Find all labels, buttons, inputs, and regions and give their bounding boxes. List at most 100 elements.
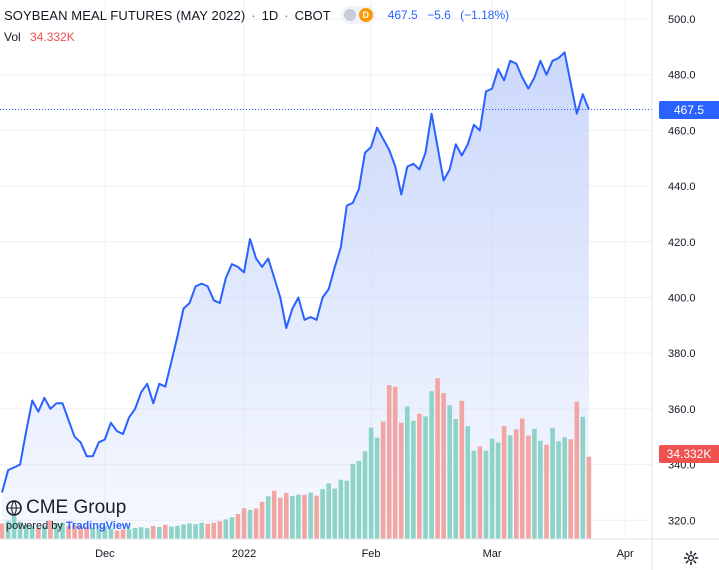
volume-bar: [501, 426, 507, 539]
y-tick-label: 440.0: [668, 181, 696, 193]
volume-bar: [90, 528, 96, 539]
volume-bar: [150, 526, 156, 539]
quote-summary: 467.5 −5.6 (−1.18%): [388, 8, 515, 22]
volume-bar: [84, 526, 89, 539]
volume-bar: [392, 386, 398, 539]
volume-bar: [132, 528, 138, 539]
volume-bar: [241, 508, 247, 539]
volume-bar: [181, 524, 186, 539]
x-tick-label: Dec: [95, 548, 115, 560]
volume-bar: [580, 416, 586, 539]
volume-bar: [308, 492, 313, 539]
volume-bar: [447, 405, 452, 539]
volume-bar: [574, 401, 580, 539]
volume-bar: [163, 524, 168, 539]
volume-bar: [42, 525, 47, 539]
volume-bar: [556, 441, 561, 539]
market-status-badge[interactable]: D: [340, 6, 376, 24]
volume-bar: [320, 489, 325, 539]
time-axis: [0, 539, 719, 570]
volume-label[interactable]: Vol: [4, 30, 21, 44]
volume-bar: [157, 527, 162, 539]
exchange-label: CBOT: [294, 7, 331, 23]
y-tick-label: 360.0: [668, 404, 696, 416]
volume-bar: [380, 421, 386, 539]
x-tick-label: Mar: [483, 548, 502, 560]
settings-gear-icon[interactable]: [683, 550, 699, 566]
volume-bar: [520, 418, 525, 539]
volume-bar: [477, 446, 483, 539]
volume-bar: [48, 520, 53, 539]
volume-bar: [29, 526, 35, 539]
volume-bar: [120, 529, 126, 539]
volume-bar: [66, 525, 71, 539]
volume-bar: [562, 437, 567, 539]
y-tick-label: 400.0: [668, 293, 696, 305]
volume-bar: [374, 437, 380, 539]
volume-bar: [514, 429, 519, 539]
volume-bar: [284, 492, 289, 539]
volume-bar: [435, 378, 440, 539]
volume-bar: [399, 422, 404, 539]
volume-bar: [507, 435, 513, 539]
platform-name: TradingView: [65, 520, 131, 532]
volume-bar: [338, 479, 344, 539]
volume-bar: [23, 524, 29, 539]
last-price: 467.5: [387, 8, 418, 22]
price-axis: [652, 0, 719, 570]
volume-bar: [290, 496, 295, 539]
volume-bar: [326, 483, 331, 539]
volume-bar: [199, 522, 204, 539]
volume-bar: [247, 510, 253, 539]
volume-bar: [423, 416, 428, 539]
volume-bar: [350, 463, 356, 539]
volume-bar: [253, 508, 259, 539]
volume-bar: [193, 524, 198, 539]
volume-bar: [483, 450, 489, 539]
volume-bar: [532, 428, 537, 539]
symbol-title[interactable]: SOYBEAN MEAL FUTURES (MAY 2022): [4, 7, 246, 23]
price-line: [1, 51, 590, 493]
volume-bar: [229, 517, 235, 539]
volume-bar: [205, 523, 210, 539]
volume-bar: [108, 528, 114, 539]
volume-bar: [526, 435, 531, 539]
volume-bar: [550, 427, 555, 539]
interval-label[interactable]: 1D: [261, 7, 279, 23]
volume-bar: [538, 440, 543, 539]
volume-bar: [169, 526, 174, 539]
volume-bar: [441, 393, 446, 539]
volume-bar: [459, 400, 465, 539]
volume-bar: [332, 488, 337, 539]
volume-bar: [102, 526, 108, 539]
volume-bar: [296, 494, 301, 539]
y-tick-label: 420.0: [668, 237, 696, 249]
volume-bar: [417, 413, 422, 539]
volume-bar: [114, 530, 120, 539]
volume-tag: 34.332K: [659, 444, 719, 463]
volume-bar: [544, 444, 549, 539]
volume-bar: [211, 522, 216, 539]
volume-bars: [0, 378, 592, 539]
y-tick-label: 500.0: [668, 14, 696, 26]
volume-bar: [235, 514, 241, 539]
volume-bar: [271, 490, 277, 539]
price-change-percent: (−1.18%): [460, 8, 510, 22]
y-tick-label: 480.0: [668, 70, 696, 82]
volume-bar: [0, 523, 5, 539]
volume-bar: [568, 439, 573, 539]
x-tick-label: 2022: [232, 548, 256, 560]
volume-bar: [217, 521, 223, 539]
volume-bar: [411, 420, 416, 539]
last-price-tag: 467.5: [659, 100, 719, 119]
volume-bar: [362, 451, 368, 539]
separator-dot: ·: [284, 7, 289, 23]
volume-bar: [72, 525, 77, 539]
cme-watermark: CME Group powered by TradingView: [6, 497, 131, 532]
volume-bar: [60, 522, 65, 539]
delayed-data-icon: D: [358, 8, 373, 22]
volume-bar: [265, 496, 271, 539]
volume-bar: [495, 442, 501, 539]
volume-bar: [11, 514, 17, 539]
